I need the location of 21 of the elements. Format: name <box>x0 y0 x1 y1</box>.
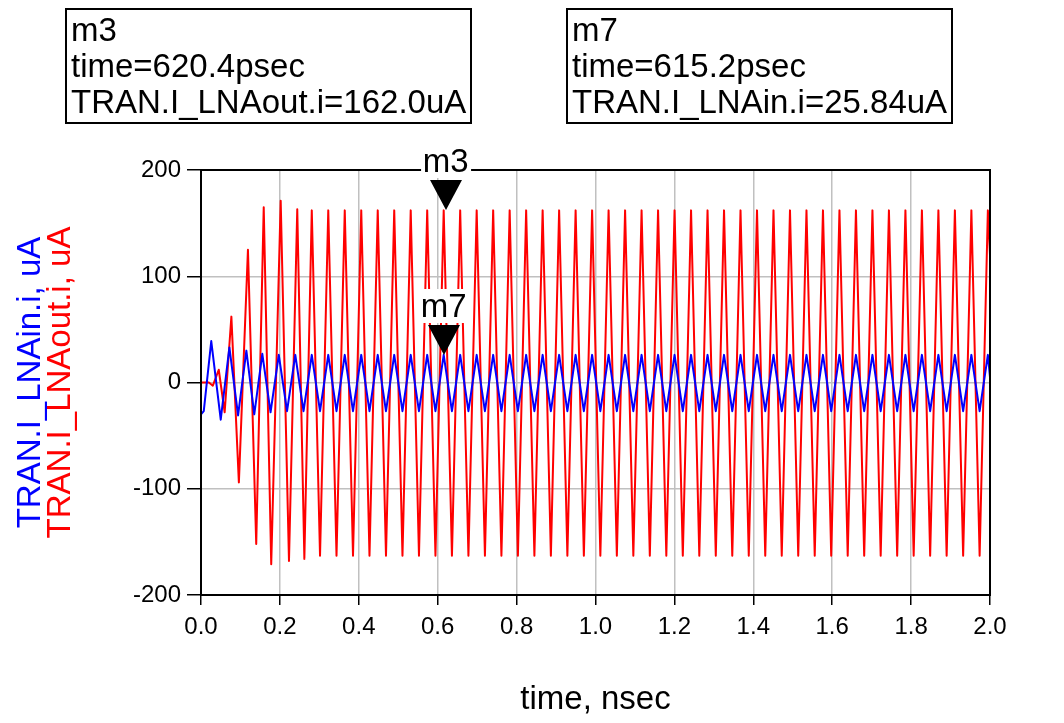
annotation: m3 <box>420 142 471 180</box>
x-tick-label: 0.0 <box>184 612 218 640</box>
x-axis-title: time, nsec <box>520 679 671 717</box>
annotation: m7 <box>418 287 469 325</box>
x-tick-label: 1.0 <box>578 612 613 640</box>
x-tick-label: 2.0 <box>973 612 1007 640</box>
x-tick-label: 0.4 <box>342 612 376 640</box>
x-tick-label: 0.2 <box>263 612 297 640</box>
y-tick-label: 200 <box>140 154 181 182</box>
y-tick-label: 0 <box>167 367 181 395</box>
x-tick-label: 0.8 <box>499 612 534 640</box>
x-tick-label: 0.6 <box>421 612 455 640</box>
x-tick-label: 1.2 <box>657 612 692 640</box>
text: m7 time=615.2psec TRAN.I_LNAin.i=25.84uA <box>566 8 954 124</box>
x-tick-label: 1.8 <box>894 612 928 640</box>
text: m3 time=620.4psec TRAN.I_LNAout.i=162.0uA <box>65 8 473 124</box>
y-tick-label: -100 <box>132 473 181 501</box>
y-tick-label: 100 <box>140 260 181 288</box>
x-tick-label: 1.4 <box>736 612 770 640</box>
y-tick-label: -200 <box>132 579 181 607</box>
x-tick-label: 1.6 <box>815 612 849 640</box>
